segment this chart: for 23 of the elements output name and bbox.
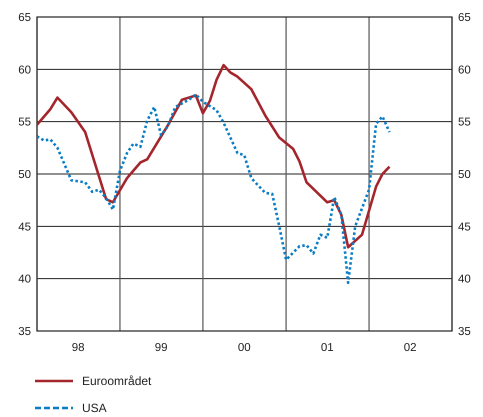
x-tick-label: 02 — [404, 342, 417, 354]
legend-label: Euroområdet — [82, 374, 152, 388]
x-tick-label: 01 — [320, 342, 334, 354]
x-tick-label: 99 — [154, 342, 168, 354]
y-tick-label: 45 — [18, 221, 31, 234]
y2-tick-label: 65 — [458, 12, 471, 24]
legend-label: USA — [82, 401, 107, 416]
y-tick-label: 55 — [18, 116, 31, 129]
y2-tick-label: 60 — [458, 64, 471, 76]
y-tick-label: 65 — [18, 12, 31, 24]
y2-tick-label: 45 — [458, 221, 471, 234]
y-tick-label: 40 — [18, 274, 31, 286]
x-tick-label: 00 — [238, 342, 251, 354]
y-tick-label: 35 — [18, 326, 31, 338]
line-series — [37, 64, 391, 249]
line-series — [37, 93, 391, 284]
x-tick-label: 98 — [72, 342, 85, 354]
y2-tick-label: 50 — [458, 169, 471, 182]
y-tick-label: 50 — [18, 169, 31, 182]
y-tick-label: 60 — [18, 64, 31, 76]
y2-tick-label: 55 — [458, 116, 471, 129]
y2-tick-label: 35 — [458, 326, 471, 338]
y2-tick-label: 40 — [458, 274, 471, 286]
